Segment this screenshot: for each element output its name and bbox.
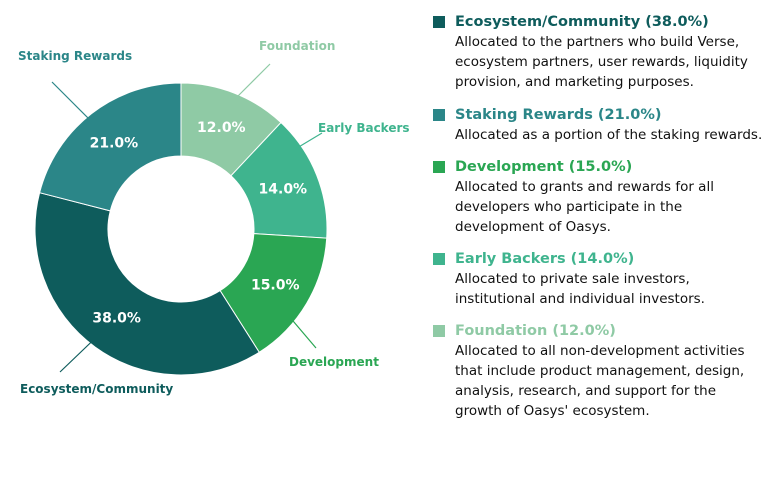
legend-description-line: Allocated to all non-development activit… [455,343,745,359]
legend-item: Early Backers (14.0%) Allocated to privat… [433,249,763,309]
slice-value-label: 15.0% [251,278,300,294]
legend-swatch [433,161,445,173]
legend-description-line: Allocated to private sale investors, [455,271,690,287]
legend: Ecosystem/Community (38.0%) Allocated to … [433,12,763,421]
legend-description-line: developers who participate in the [455,199,683,215]
callout-label: Ecosystem/Community [20,382,173,396]
callout-line [296,132,323,149]
legend-description-line: analysis, research, and support for the [455,383,717,399]
legend-item-header: Foundation (12.0%) [433,321,763,341]
legend-description-line: Allocated to the partners who build Vers… [455,34,740,50]
callout-label: Staking Rewards [18,49,132,63]
legend-description-line: Allocated to grants and rewards for all [455,179,714,195]
legend-description-line: ecosystem partners, user rewards, liquid… [455,54,748,70]
legend-swatch [433,16,445,28]
legend-title: Foundation (12.0%) [455,323,616,339]
legend-description-line: development of Oasys. [455,219,611,235]
legend-item: Staking Rewards (21.0%) Allocated as a po… [433,105,763,145]
legend-description-line: Allocated as a portion of the staking re… [455,127,763,143]
slice-value-label: 12.0% [197,120,246,136]
legend-swatch [433,109,445,121]
slice-value-label: 14.0% [259,182,308,198]
slice-value-label: 38.0% [92,311,141,327]
slice-staking-rewards [38,82,182,212]
legend-description-line: that include product management, design, [455,363,745,379]
legend-title: Early Backers (14.0%) [455,251,635,267]
callout-line [51,81,111,141]
callout-label: Foundation [259,39,335,53]
legend-item: Ecosystem/Community (38.0%) Allocated to … [433,12,763,92]
legend-item-header: Early Backers (14.0%) [433,249,763,269]
legend-description-line: provision, and marketing purposes. [455,74,694,90]
legend-title: Ecosystem/Community (38.0%) [455,14,709,30]
legend-title: Staking Rewards (21.0%) [455,107,662,123]
donut-chart: 12.0% Foundation 14.0% Early Backers 15.0% De… [18,39,410,396]
callout-line [59,325,109,373]
legend-item: Development (15.0%) Allocated to grants a… [433,157,763,237]
callout-line [235,63,271,99]
callout-line [281,307,317,349]
legend-description-line: growth of Oasys' ecosystem. [455,403,650,419]
slice-ecosystem-community [34,192,260,376]
legend-description-line: institutional and individual investors. [455,291,705,307]
legend-item-header: Development (15.0%) [433,157,763,177]
legend-item-header: Staking Rewards (21.0%) [433,105,763,125]
legend-swatch [433,325,445,337]
legend-item: Foundation (12.0%) Allocated to all non-d… [433,321,763,421]
callout-label: Development [289,355,379,369]
slice-value-label: 21.0% [90,135,139,151]
legend-item-header: Ecosystem/Community (38.0%) [433,12,763,32]
legend-swatch [433,253,445,265]
callout-label: Early Backers [318,121,410,135]
legend-title: Development (15.0%) [455,159,633,175]
donut-chart-area: 12.0% Foundation 14.0% Early Backers 15.0% De… [18,39,410,396]
